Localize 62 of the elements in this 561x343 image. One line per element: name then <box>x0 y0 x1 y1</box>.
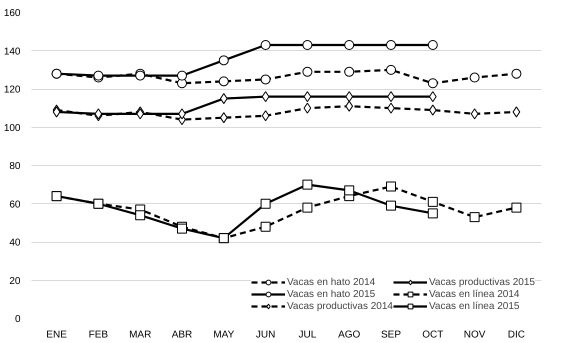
x-tick-label: JUL <box>298 330 317 340</box>
y-tick-label: 40 <box>9 238 21 248</box>
point <box>302 202 312 213</box>
point <box>260 222 271 232</box>
x-tick-label: SEP <box>381 330 402 340</box>
y-tick-label: 0 <box>14 314 21 325</box>
x-tick-label: JUN <box>256 330 276 340</box>
point <box>428 91 437 102</box>
point <box>220 93 228 104</box>
x-tick-label: AGO <box>338 330 361 340</box>
point <box>302 66 312 77</box>
y-tick-label: 60 <box>9 199 21 210</box>
point <box>176 70 187 81</box>
point <box>135 210 146 220</box>
x-tick-label: MAY <box>213 330 235 340</box>
point <box>260 74 271 84</box>
point <box>218 55 229 66</box>
x-tick-label: ABR <box>172 330 192 340</box>
point <box>344 185 354 196</box>
x-tick-label: DIC <box>508 330 526 340</box>
y-tick-label: 20 <box>9 276 21 287</box>
point <box>428 104 437 116</box>
y-tick-label: 100 <box>4 122 21 134</box>
point <box>218 76 229 86</box>
point <box>386 64 396 75</box>
x-tick-label: ENE <box>46 330 68 340</box>
legend-label: Vacas productivas 2015 <box>429 276 535 288</box>
legend-label: Vacas en línea 2014 <box>429 288 520 300</box>
point <box>386 182 396 192</box>
point <box>302 40 312 50</box>
point <box>260 198 271 209</box>
point <box>428 196 438 207</box>
point <box>428 78 438 88</box>
y-tick-label: 140 <box>4 46 21 58</box>
point <box>220 112 228 124</box>
y-tick-label: 120 <box>4 84 21 96</box>
point <box>470 72 480 83</box>
point <box>344 66 354 77</box>
legend-label: Vacas en hato 2015 <box>287 288 376 300</box>
x-tick-label: MAR <box>129 330 152 340</box>
point <box>344 40 354 50</box>
point <box>302 180 312 190</box>
y-tick-label: 160 <box>4 8 21 19</box>
point <box>345 91 354 102</box>
x-tick-label: NOV <box>464 330 486 340</box>
point <box>386 200 396 211</box>
point <box>93 198 104 209</box>
legend-label: Vacas en línea 2015 <box>429 300 520 312</box>
legend-label: Vacas en hato 2014 <box>287 276 376 288</box>
point <box>511 202 522 213</box>
point <box>345 100 354 112</box>
legend-label: Vacas productivas 2014 <box>287 300 393 312</box>
x-tick-label: FEB <box>88 330 108 340</box>
point <box>428 40 438 50</box>
point <box>470 212 480 222</box>
point <box>386 40 396 50</box>
point <box>511 68 522 79</box>
y-tick-label: 80 <box>9 161 21 172</box>
x-tick-label: OCT <box>422 330 444 340</box>
point <box>52 191 62 202</box>
point <box>260 40 271 50</box>
point <box>428 208 438 218</box>
